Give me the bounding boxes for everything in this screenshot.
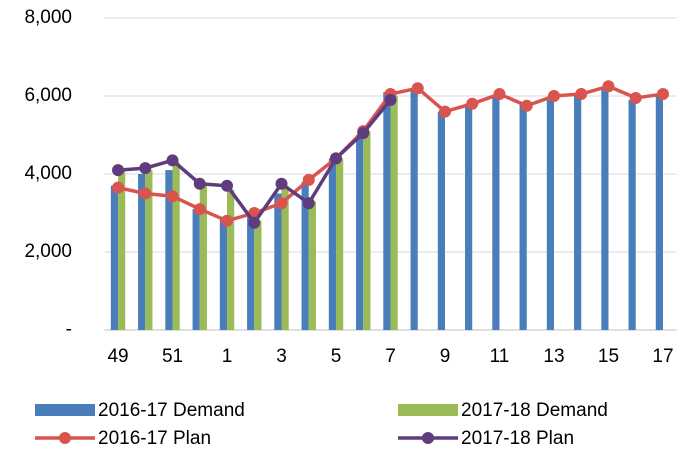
marker [193,203,206,216]
bar [138,174,146,330]
bar [390,96,398,330]
bar [227,189,235,330]
bar [118,170,126,330]
x-tick-label: 5 [331,346,342,367]
marker [493,88,506,101]
marker [629,91,642,104]
marker [520,99,533,112]
marker [575,88,588,101]
x-tick-label: 51 [162,346,183,367]
bar [356,135,364,330]
x-tick-label: 11 [490,346,510,367]
bar [336,158,344,330]
bar [247,216,255,330]
marker [384,93,397,106]
bar [301,181,309,330]
bar [192,209,200,330]
y-tick-label: - [66,319,72,340]
bar [465,103,473,330]
legend-label: 2016-17 Plan [98,428,211,449]
y-tick-label: 6,000 [24,85,72,106]
bar [383,92,391,330]
bar [574,96,582,330]
x-tick-label: 13 [543,346,564,367]
marker [221,214,234,227]
bar [199,185,207,330]
bar [274,193,282,330]
x-tick-label: 15 [598,346,619,367]
bar [145,170,153,330]
marker [411,82,424,95]
marker [602,80,615,93]
legend-swatch [35,404,95,416]
bar [308,201,316,330]
bar [546,99,554,331]
x-tick-label: 3 [276,346,287,367]
legend-label: 2016-17 Demand [98,400,245,421]
x-tick-label: 9 [440,346,451,367]
marker [112,164,125,177]
marker [193,177,206,190]
bar [172,162,180,330]
marker [139,187,152,200]
marker [166,154,179,167]
bar [254,220,262,330]
y-tick-label: 8,000 [24,7,72,28]
marker [466,97,479,110]
bar [165,170,173,330]
bar [410,88,418,330]
y-tick-label: 4,000 [24,163,72,184]
bar [437,111,445,330]
marker [112,181,125,194]
legend-marker [59,432,71,444]
marker [275,197,288,210]
marker [656,88,669,101]
marker [330,152,343,165]
bar [628,99,636,331]
bar [328,158,337,330]
marker [547,90,560,102]
bar [492,96,500,330]
bar [110,185,119,330]
marker [139,162,152,175]
legend-label: 2017-18 Demand [461,400,608,421]
line [117,98,392,225]
marker [166,190,179,203]
bar [363,131,371,330]
marker [357,127,370,140]
legend-swatch [398,404,458,416]
marker [302,197,315,210]
bar [281,185,289,330]
x-tick-label: 7 [385,346,396,367]
legend-label: 2017-18 Plan [461,428,574,449]
y-tick-label: 2,000 [24,241,72,262]
legend-marker [422,432,434,444]
x-tick-label: 1 [222,346,233,367]
bar [601,88,609,330]
marker [221,179,234,192]
marker [438,105,451,118]
marker [275,177,288,190]
marker [302,173,315,186]
x-tick-label: 49 [107,346,128,367]
marker [248,216,261,229]
bar [655,96,663,330]
x-tick-label: 17 [652,346,673,367]
bar [519,103,527,330]
bar [219,216,228,330]
